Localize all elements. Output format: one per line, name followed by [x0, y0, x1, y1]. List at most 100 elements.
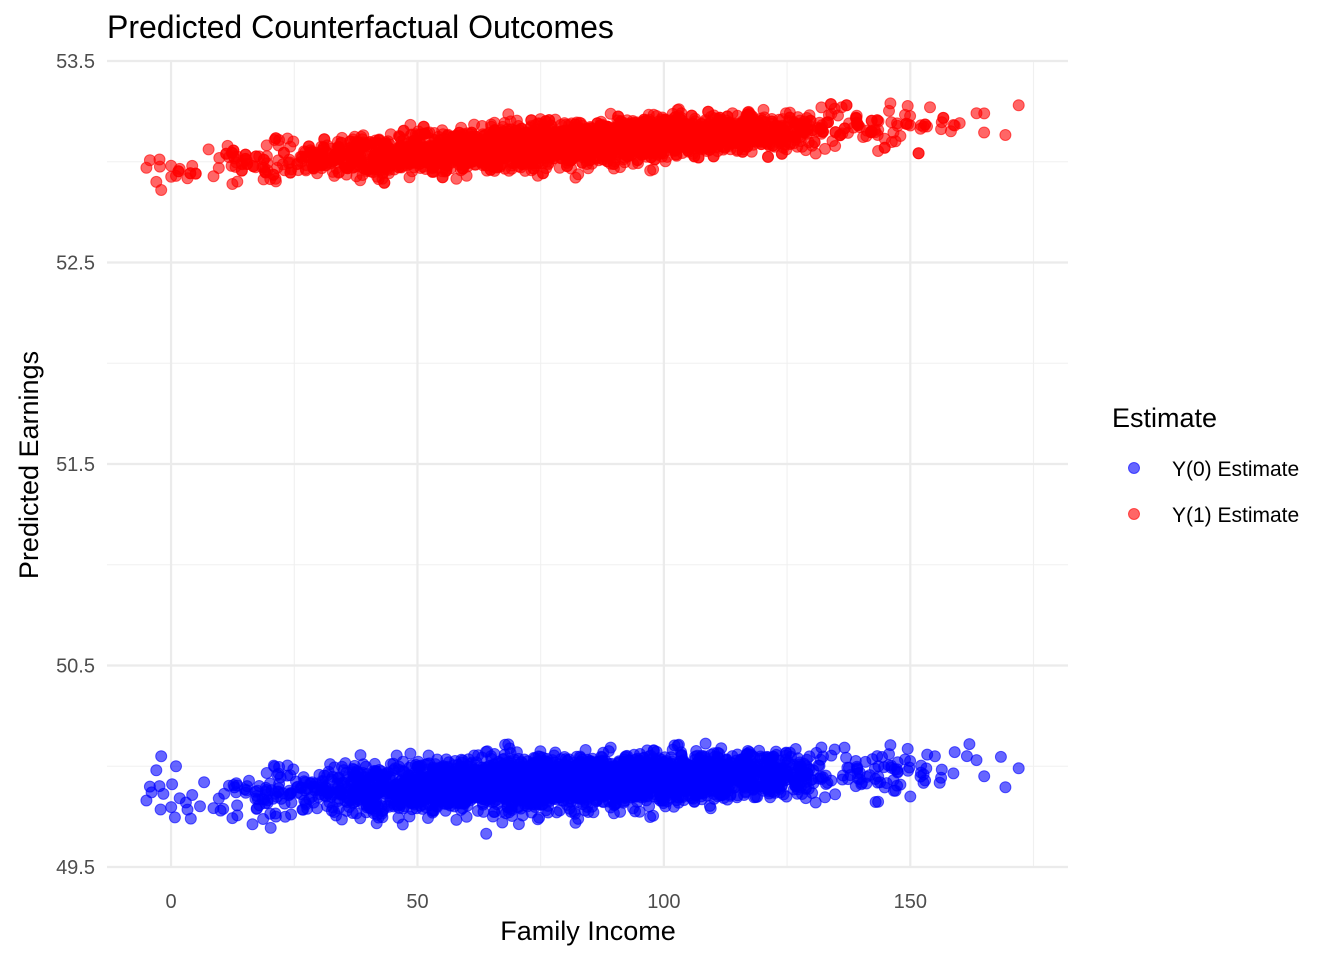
data-point	[278, 797, 291, 810]
data-point	[269, 807, 282, 820]
data-point	[585, 783, 597, 796]
data-point	[633, 771, 646, 784]
data-point	[799, 792, 812, 805]
data-point	[467, 785, 480, 798]
data-point	[260, 767, 273, 779]
data-point	[731, 748, 744, 761]
data-point	[609, 760, 622, 773]
data-point	[594, 773, 607, 786]
data-point	[246, 818, 259, 831]
data-point	[309, 784, 322, 797]
data-point-outlier	[963, 738, 976, 751]
data-point	[659, 800, 672, 813]
data-point	[572, 812, 585, 825]
data-point	[412, 777, 425, 790]
data-point-outlier	[140, 794, 153, 807]
data-point-outlier	[1012, 762, 1025, 775]
data-point	[586, 800, 598, 813]
series-0	[140, 737, 1025, 840]
data-point	[358, 771, 371, 784]
data-point	[194, 800, 206, 813]
data-point	[672, 758, 685, 771]
data-point	[885, 761, 898, 774]
data-point	[644, 811, 657, 823]
data-point-outlier	[978, 770, 991, 783]
data-point	[787, 783, 800, 796]
data-point	[970, 754, 983, 767]
data-point	[872, 770, 885, 783]
data-point	[427, 777, 440, 790]
data-point	[703, 785, 715, 798]
data-point-outlier	[155, 750, 168, 763]
data-point	[620, 789, 633, 802]
data-point-outlier	[904, 790, 917, 803]
data-point	[396, 818, 409, 831]
data-point	[522, 777, 535, 790]
data-point	[384, 758, 397, 771]
data-point	[294, 782, 307, 794]
data-point	[713, 752, 726, 765]
data-point	[202, 143, 215, 156]
data-point	[488, 748, 501, 760]
data-point	[850, 760, 863, 773]
data-point-outlier	[170, 760, 182, 773]
data-point	[901, 742, 914, 755]
data-point	[536, 798, 549, 811]
data-point	[883, 748, 895, 761]
data-point	[390, 749, 403, 762]
series-1	[140, 97, 1025, 196]
data-point	[650, 764, 662, 777]
data-point	[604, 741, 617, 754]
data-point	[488, 805, 501, 818]
data-point	[324, 758, 337, 771]
data-point	[165, 801, 178, 814]
data-point	[354, 812, 367, 825]
data-point-outlier	[150, 764, 163, 777]
data-point	[829, 140, 842, 152]
data-point	[300, 798, 312, 811]
data-point	[689, 750, 702, 763]
data-point	[400, 778, 413, 791]
data-point	[404, 747, 417, 760]
data-point	[668, 788, 681, 801]
data-point	[264, 821, 277, 834]
data-point	[894, 778, 907, 791]
data-point	[223, 779, 235, 792]
data-point	[445, 770, 458, 783]
data-point	[947, 767, 960, 780]
data-point-outlier	[179, 796, 192, 809]
data-point	[583, 767, 595, 780]
data-point	[281, 759, 294, 772]
data-point	[450, 813, 463, 826]
data-point	[688, 795, 701, 808]
data-point	[476, 798, 489, 811]
data-point	[815, 741, 828, 754]
data-point-outlier	[928, 750, 941, 763]
data-point	[412, 755, 425, 768]
data-point	[538, 785, 550, 798]
data-point	[480, 827, 493, 840]
data-points	[140, 97, 1025, 840]
data-point	[789, 773, 802, 786]
chart-title: Predicted Counterfactual Outcomes	[107, 9, 614, 45]
data-point	[260, 139, 273, 152]
data-point	[154, 803, 167, 816]
data-point	[657, 781, 670, 794]
data-point	[311, 802, 324, 815]
data-point	[673, 777, 686, 790]
data-point	[751, 760, 763, 773]
data-point-outlier	[184, 812, 197, 825]
data-point	[999, 781, 1012, 794]
data-point	[346, 797, 359, 809]
data-point	[935, 771, 948, 784]
data-point	[512, 818, 525, 831]
data-point	[978, 126, 991, 139]
data-point	[398, 765, 410, 778]
data-point	[639, 783, 652, 796]
data-point	[538, 763, 551, 776]
data-point-outlier	[948, 746, 961, 759]
data-point	[212, 792, 225, 805]
data-point	[328, 806, 341, 818]
data-point	[627, 802, 640, 815]
data-point	[494, 785, 507, 798]
